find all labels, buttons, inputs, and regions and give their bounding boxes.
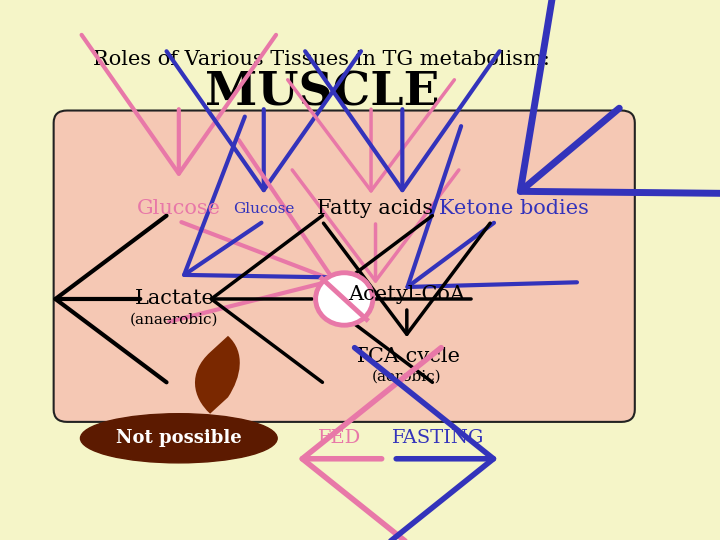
Text: (aerobic): (aerobic)	[372, 370, 441, 384]
Text: Glucose: Glucose	[233, 202, 294, 216]
PathPatch shape	[195, 336, 240, 414]
Text: (anaerobic): (anaerobic)	[130, 313, 219, 327]
Text: FED: FED	[318, 429, 361, 447]
Text: Fatty acids: Fatty acids	[318, 199, 433, 218]
FancyBboxPatch shape	[54, 111, 635, 422]
Text: Not possible: Not possible	[116, 429, 242, 447]
Text: Roles of Various Tissues in TG metabolism:: Roles of Various Tissues in TG metabolis…	[94, 50, 550, 69]
Ellipse shape	[81, 414, 277, 463]
Text: TCA cycle: TCA cycle	[354, 347, 460, 366]
Text: Acetyl-CoA: Acetyl-CoA	[348, 285, 465, 305]
Text: MUSCLE: MUSCLE	[204, 70, 439, 116]
Text: Ketone bodies: Ketone bodies	[439, 199, 589, 218]
Text: FASTING: FASTING	[392, 429, 485, 447]
Circle shape	[315, 273, 373, 325]
Text: Lactate: Lactate	[135, 289, 215, 308]
Text: Glucose: Glucose	[137, 199, 221, 218]
